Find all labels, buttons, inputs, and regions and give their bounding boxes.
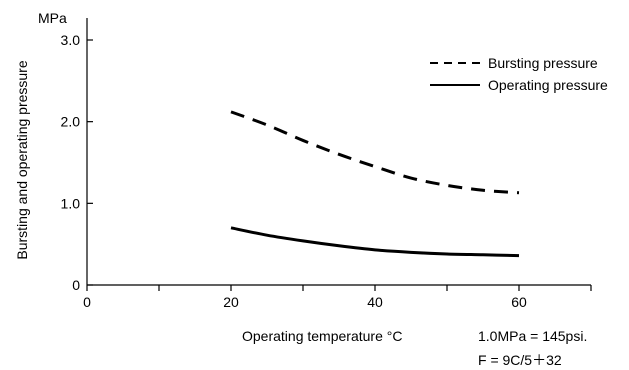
y-tick-label: 2.0 xyxy=(61,114,81,130)
x-tick-label: 20 xyxy=(223,294,239,310)
operating-pressure-line xyxy=(230,226,520,258)
unit-conversion-temperature: F = 9C/5＋32 xyxy=(478,352,562,368)
x-tick-label: 0 xyxy=(83,294,91,310)
y-axis-label: Bursting and operating pressure xyxy=(14,60,30,259)
x-tick-label: 40 xyxy=(367,294,383,310)
y-axis-unit: MPa xyxy=(38,10,67,26)
axes: 0 1.0 2.0 3.0 0 20 40 60 xyxy=(61,18,592,310)
legend-label-operating-pressure: Operating pressure xyxy=(488,77,608,93)
y-tick-label: 0 xyxy=(72,277,80,293)
unit-conversion-pressure: 1.0MPa = 145psi. xyxy=(478,328,588,344)
legend: Bursting pressure Operating pressure xyxy=(430,55,608,93)
x-axis-label: Operating temperature °C xyxy=(242,328,403,344)
x-tick-label: 60 xyxy=(511,294,527,310)
y-tick-label: 3.0 xyxy=(61,32,81,48)
series-layer xyxy=(230,110,520,258)
legend-label-bursting-pressure: Bursting pressure xyxy=(488,55,598,71)
y-tick-label: 1.0 xyxy=(61,195,81,211)
bursting-pressure-line xyxy=(230,110,520,195)
